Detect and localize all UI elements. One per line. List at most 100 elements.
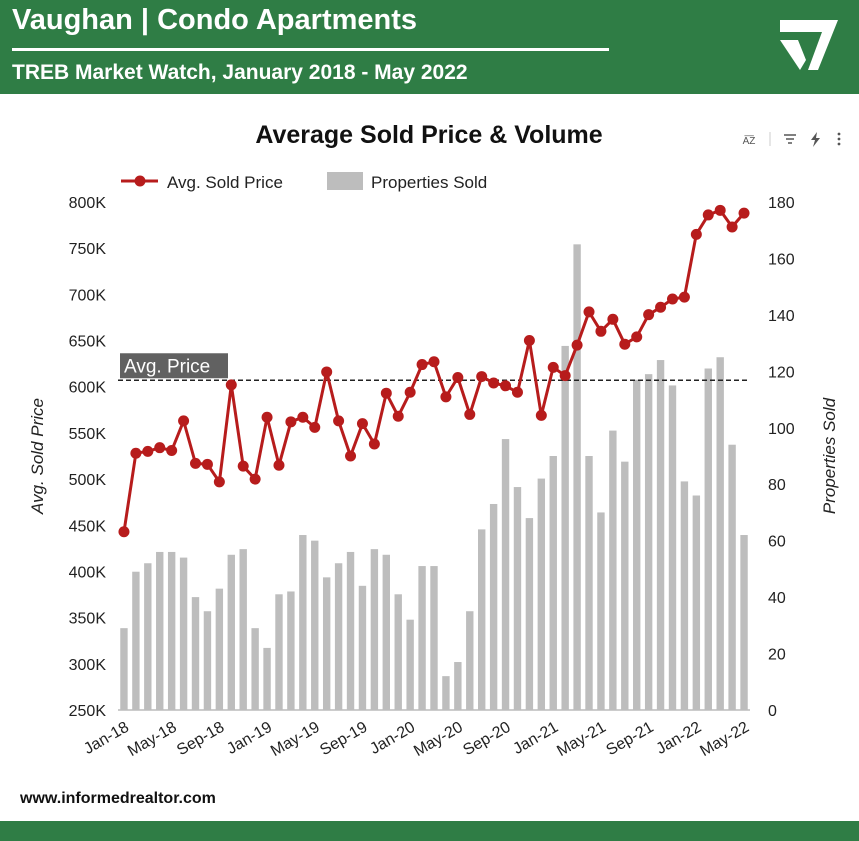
chart-svg: Average Sold Price & Volume A͞Z Avg. Sol… [28,121,841,760]
price-point [571,339,583,351]
footer-bar [0,821,859,841]
sort-az-icon[interactable]: A͞Z [743,135,756,147]
volume-bar [346,551,355,710]
price-point [178,415,190,427]
price-point [285,416,297,428]
bolt-icon[interactable] [811,132,820,147]
volume-bar [680,481,689,710]
price-point [607,313,619,325]
price-point [678,291,690,303]
price-point [118,526,130,538]
price-point [619,338,631,350]
price-point [333,415,345,427]
bars-layer [120,244,748,711]
volume-bar [156,551,164,710]
reference-label: Avg. Price [124,356,210,377]
price-point [273,459,285,471]
volume-bar [203,611,212,710]
price-point [583,306,595,318]
price-point [213,476,225,488]
volume-bar [418,566,426,710]
volume-bar [728,444,736,710]
volume-bar [656,360,665,710]
filter-icon[interactable] [784,134,796,144]
price-point [404,386,416,398]
y-tick-label: 700K [69,287,107,304]
price-point [535,409,547,421]
volume-bar [537,478,546,710]
volume-bar [609,430,617,710]
volume-bar [430,566,438,710]
price-point [321,366,333,378]
y2-tick-label: 80 [768,477,786,494]
more-vert-icon[interactable] [837,132,841,146]
x-tick-label: Sep-21 [603,719,656,760]
reference-label-box [120,353,228,379]
price-point [130,447,142,459]
y-tick-label: 450K [69,518,107,535]
volume-bar [489,503,498,710]
y2-tick-label: 180 [768,195,795,212]
legend-bar-swatch [327,172,363,190]
price-point [142,445,154,457]
y-tick-label: 350K [69,611,107,628]
page-subtitle: TREB Market Watch, January 2018 - May 20… [12,61,468,84]
volume-bar [179,557,188,710]
volume-bar [597,512,605,710]
x-tick-label: Jan-19 [224,719,275,758]
volume-bar [311,540,319,710]
y2-tick-label: 60 [768,534,786,551]
price-point [452,371,464,383]
volume-bar [191,597,200,710]
price-point [309,421,321,433]
legend-label-volume: Properties Sold [371,173,487,192]
volume-bar [144,563,152,710]
y-tick-label: 650K [69,334,107,351]
footer-url[interactable]: www.informedrealtor.com [20,790,216,807]
y2-tick-label: 100 [768,421,795,438]
price-point [643,309,655,321]
price-point [368,438,380,450]
volume-bar [287,591,295,710]
volume-bar [692,495,701,710]
price-point [380,387,392,399]
volume-bar [334,563,343,710]
price-point [201,458,213,470]
price-point [190,457,202,469]
price-point [714,204,726,216]
chart-title: Average Sold Price & Volume [255,121,602,149]
price-point [440,391,452,403]
price-point [249,473,261,485]
volume-bar [621,461,629,710]
price-point [488,377,500,389]
y2-axis-title: Properties Sold [820,397,839,514]
volume-bar [251,628,259,710]
y-tick-label: 550K [69,426,107,443]
x-tick-label: May-19 [268,719,323,760]
y-tick-label: 600K [69,380,107,397]
x-tick-label: Jan-20 [367,719,418,758]
volume-bar [406,619,414,710]
volume-bar [275,594,283,710]
price-point [261,411,273,423]
x-tick-label: May-20 [411,719,466,760]
volume-bar [549,456,557,710]
volume-bar [299,535,307,710]
price-point [416,359,428,371]
price-point [297,411,309,423]
volume-bar [501,439,510,710]
x-tick-label: Sep-18 [174,719,227,760]
volume-bar [358,585,367,710]
y2-tick-label: 160 [768,251,795,268]
price-point [356,418,368,430]
price-point [511,386,523,398]
y-tick-label: 400K [69,564,107,581]
price-point [547,361,559,373]
checkmark-triangle-logo-icon [780,20,838,70]
price-point [702,209,714,221]
volume-bar [644,374,653,710]
price-point [666,293,678,305]
chart-container: Average Sold Price & Volume A͞Z Avg. Sol… [0,100,859,790]
x-tick-label: May-22 [697,719,752,760]
volume-bar [466,611,474,710]
